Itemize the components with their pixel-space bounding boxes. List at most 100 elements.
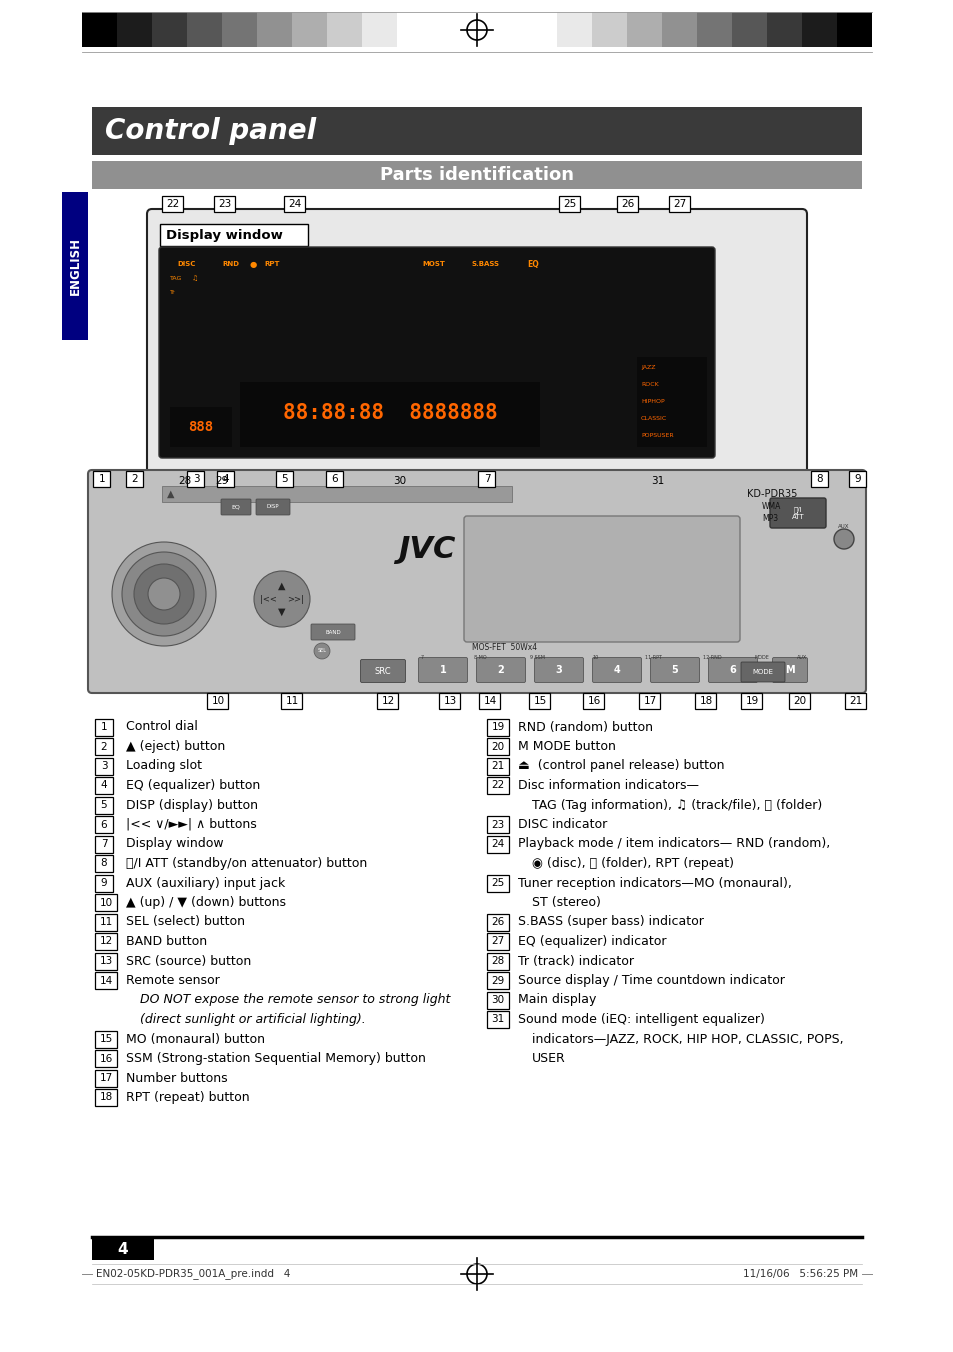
FancyBboxPatch shape <box>583 692 604 708</box>
Text: AUX: AUX <box>796 654 806 660</box>
Bar <box>82 12 117 47</box>
FancyBboxPatch shape <box>95 1069 117 1087</box>
Text: DISP (display) button: DISP (display) button <box>126 799 257 811</box>
Text: CLASSIC: CLASSIC <box>640 416 666 420</box>
FancyBboxPatch shape <box>740 692 761 708</box>
FancyBboxPatch shape <box>95 757 113 775</box>
Bar <box>160 224 308 246</box>
Text: HIPHOP: HIPHOP <box>640 399 664 404</box>
Text: 17: 17 <box>642 696 656 706</box>
Text: EQ (equalizer) indicator: EQ (equalizer) indicator <box>517 936 666 948</box>
Text: 5: 5 <box>101 800 107 810</box>
Text: ⏻/I
ATT: ⏻/I ATT <box>791 506 803 519</box>
Text: 26: 26 <box>491 917 504 927</box>
Bar <box>766 12 801 47</box>
Circle shape <box>148 579 180 610</box>
Text: ROCK: ROCK <box>640 383 659 387</box>
Text: SRC (source) button: SRC (source) button <box>126 955 251 968</box>
Text: M MODE button: M MODE button <box>517 740 616 753</box>
Text: 11/16/06   5:56:25 PM: 11/16/06 5:56:25 PM <box>742 1270 857 1279</box>
FancyBboxPatch shape <box>439 692 460 708</box>
Text: (direct sunlight or artificial lighting).: (direct sunlight or artificial lighting)… <box>140 1013 365 1026</box>
Text: SRC: SRC <box>375 667 391 676</box>
Text: Control panel: Control panel <box>105 118 315 145</box>
Text: 30: 30 <box>491 995 504 1005</box>
FancyBboxPatch shape <box>740 662 784 681</box>
Text: 14: 14 <box>99 976 112 986</box>
FancyBboxPatch shape <box>255 499 290 515</box>
FancyBboxPatch shape <box>487 991 509 1009</box>
Text: 29: 29 <box>215 476 229 485</box>
Text: 20: 20 <box>793 696 805 706</box>
FancyBboxPatch shape <box>769 498 825 529</box>
Text: 18: 18 <box>99 1092 112 1102</box>
Bar <box>117 12 152 47</box>
Text: MP3: MP3 <box>761 514 778 523</box>
Text: 25: 25 <box>563 199 576 210</box>
Text: 4: 4 <box>222 475 229 484</box>
FancyBboxPatch shape <box>95 894 117 911</box>
Text: SSM (Strong-station Sequential Memory) button: SSM (Strong-station Sequential Memory) b… <box>126 1052 425 1065</box>
Text: 11: 11 <box>285 696 298 706</box>
Text: 6: 6 <box>729 665 736 675</box>
Text: JVC: JVC <box>398 534 456 564</box>
Text: TAG (Tag information), ♫ (track/file), ⧉ (folder): TAG (Tag information), ♫ (track/file), ⧉… <box>532 799 821 811</box>
Text: 888: 888 <box>189 420 213 434</box>
FancyBboxPatch shape <box>487 1011 509 1028</box>
Text: S.BASS (super bass) indicator: S.BASS (super bass) indicator <box>517 915 703 929</box>
Text: 9: 9 <box>854 475 861 484</box>
Text: 22: 22 <box>166 199 179 210</box>
FancyBboxPatch shape <box>95 1051 117 1067</box>
Text: ▼: ▼ <box>278 607 286 617</box>
Text: ◉ (disc), ⧉ (folder), RPT (repeat): ◉ (disc), ⧉ (folder), RPT (repeat) <box>532 857 733 869</box>
Text: MOST: MOST <box>421 261 444 266</box>
Text: RND: RND <box>222 261 239 266</box>
FancyBboxPatch shape <box>708 657 757 683</box>
Text: Number buttons: Number buttons <box>126 1072 228 1084</box>
FancyBboxPatch shape <box>95 914 117 930</box>
Text: SEL: SEL <box>317 649 326 653</box>
Text: Remote sensor: Remote sensor <box>126 973 219 987</box>
Text: 23: 23 <box>218 199 232 210</box>
Text: WMA: WMA <box>761 502 781 511</box>
FancyBboxPatch shape <box>418 657 467 683</box>
Text: 4: 4 <box>117 1241 128 1256</box>
FancyBboxPatch shape <box>95 953 117 969</box>
Text: 10: 10 <box>99 898 112 907</box>
Text: 27: 27 <box>491 937 504 946</box>
Text: 25: 25 <box>491 877 504 888</box>
FancyBboxPatch shape <box>479 692 500 708</box>
Bar <box>521 12 557 47</box>
FancyBboxPatch shape <box>93 470 111 487</box>
Text: 3: 3 <box>555 665 561 675</box>
Text: Tr: Tr <box>170 289 175 295</box>
Text: 28: 28 <box>491 956 504 965</box>
Text: TAG: TAG <box>170 276 182 280</box>
FancyBboxPatch shape <box>695 692 716 708</box>
Circle shape <box>122 552 206 635</box>
FancyBboxPatch shape <box>558 196 579 211</box>
Text: ST (stereo): ST (stereo) <box>532 896 600 909</box>
FancyBboxPatch shape <box>214 196 235 211</box>
FancyBboxPatch shape <box>95 972 117 990</box>
FancyBboxPatch shape <box>95 1030 117 1048</box>
Text: USER: USER <box>532 1052 565 1065</box>
FancyBboxPatch shape <box>647 472 668 488</box>
FancyBboxPatch shape <box>88 470 865 694</box>
Text: 21: 21 <box>848 696 862 706</box>
Text: 10: 10 <box>592 654 598 660</box>
FancyBboxPatch shape <box>95 796 113 814</box>
Text: 11: 11 <box>99 917 112 927</box>
Text: JAZZ: JAZZ <box>640 365 655 370</box>
Bar <box>152 12 187 47</box>
Text: 88:88:88  8888888: 88:88:88 8888888 <box>282 403 497 423</box>
FancyBboxPatch shape <box>95 1088 117 1106</box>
Circle shape <box>253 571 310 627</box>
Text: EN02-05KD-PDR35_001A_pre.indd   4: EN02-05KD-PDR35_001A_pre.indd 4 <box>96 1268 290 1279</box>
Text: 1: 1 <box>101 722 107 731</box>
Text: 3: 3 <box>101 761 107 771</box>
Text: DISC indicator: DISC indicator <box>517 818 607 831</box>
Text: ▲: ▲ <box>167 489 174 499</box>
Bar <box>557 12 592 47</box>
FancyBboxPatch shape <box>476 657 525 683</box>
